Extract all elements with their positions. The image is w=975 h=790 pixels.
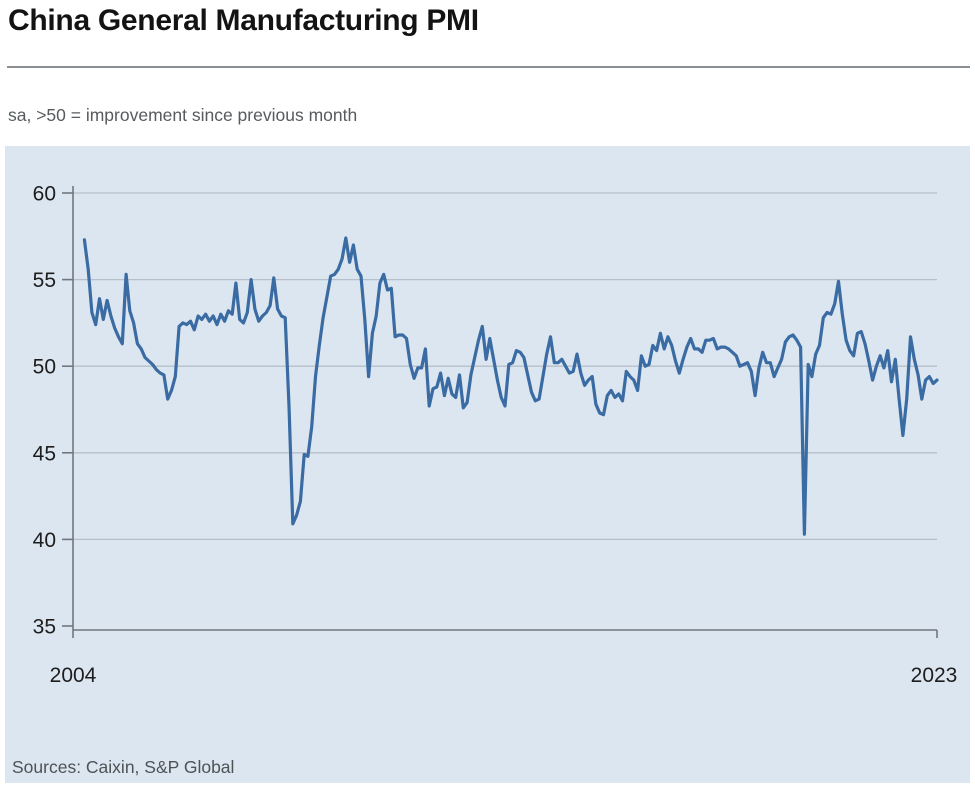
chart-panel: 60 55 50 45 40 35 2004 2023 Sources: Caixin, S&…	[5, 146, 970, 783]
y-tick-label-45: 45	[33, 442, 56, 465]
page-title: China General Manufacturing PMI	[8, 4, 479, 37]
chart-subtitle: sa, >50 = improvement since previous mon…	[8, 105, 358, 125]
x-tick-label-start: 2004	[50, 664, 97, 687]
y-tick-label-55: 55	[33, 269, 56, 292]
y-tick-label-50: 50	[33, 356, 56, 379]
x-tick-label-end: 2023	[911, 664, 958, 687]
title-divider	[7, 66, 970, 68]
y-tick-label-40: 40	[33, 529, 56, 552]
pmi-line-chart: 60 55 50 45 40 35 2004 2023	[33, 183, 958, 688]
pmi-series-line	[82, 236, 939, 536]
y-tick-label-35: 35	[33, 616, 56, 639]
sources-note: Sources: Caixin, S&P Global	[12, 757, 235, 777]
y-tick-label-60: 60	[33, 183, 56, 206]
